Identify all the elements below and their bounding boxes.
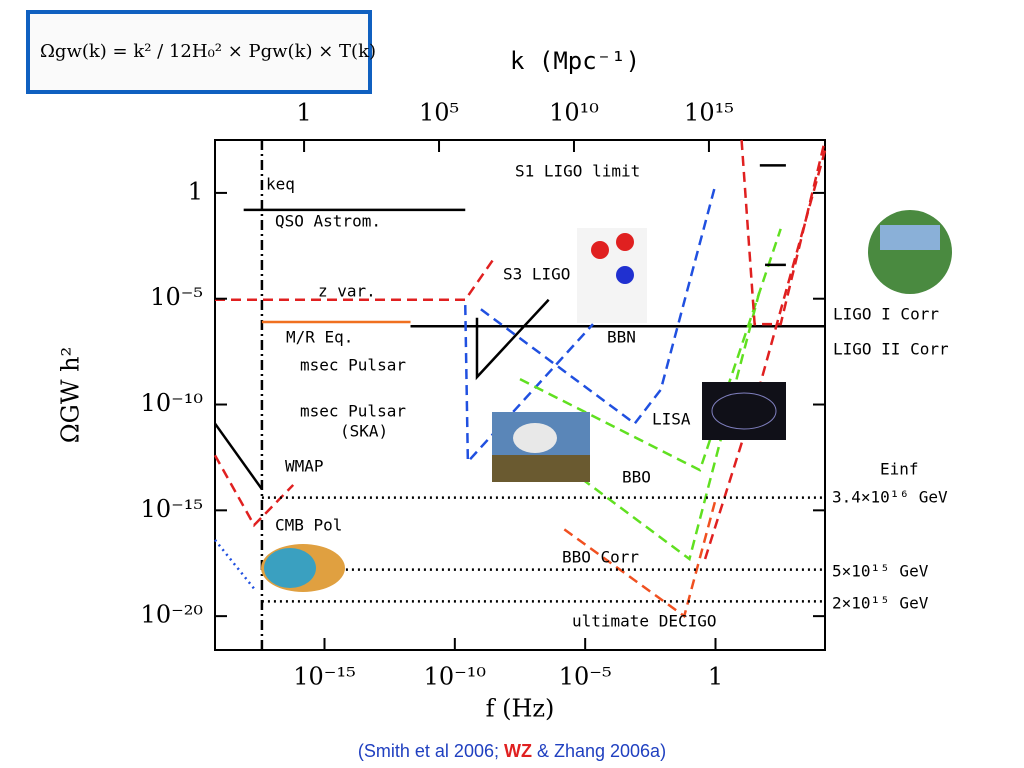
caption-part: & Zhang 2006a) — [532, 741, 666, 761]
annotation: M/R Eq. — [286, 328, 353, 347]
y-tick-label: 10⁻⁵ — [150, 283, 203, 311]
particle-picture — [577, 228, 647, 323]
x-axis-label: f (Hz) — [486, 695, 555, 723]
x2-tick-label: 10⁵ — [419, 99, 459, 127]
x2-tick-label: 1 — [296, 99, 311, 127]
wmap-map — [264, 548, 316, 588]
annotation: LIGO II Corr — [833, 340, 949, 359]
annotation: Einf — [880, 460, 919, 479]
annotation: 5×10¹⁵ GeV — [832, 562, 929, 581]
series-line — [703, 150, 827, 560]
annotation: z var. — [318, 282, 376, 301]
annotation: msec Pulsar — [300, 402, 406, 421]
series-line — [215, 257, 495, 302]
annotation: msec Pulsar — [300, 356, 406, 375]
lisa-orbit — [711, 392, 777, 430]
particle — [616, 266, 634, 284]
x2-tick-label: 10¹⁵ — [684, 99, 734, 127]
plot-frame — [214, 139, 826, 651]
telescope-dish — [513, 423, 557, 453]
caption: (Smith et al 2006; WZ & Zhang 2006a) — [358, 741, 666, 761]
annotation: WMAP — [285, 457, 324, 476]
caption-part: (Smith et al 2006; — [358, 741, 504, 761]
annotation: BBO — [622, 468, 651, 487]
series-line — [213, 422, 263, 490]
pictures — [261, 210, 952, 592]
series-line — [563, 499, 717, 619]
formula-box — [26, 10, 372, 94]
y-tick-label: 10⁻¹⁵ — [141, 495, 203, 523]
x2-tick-label: 10¹⁰ — [549, 99, 599, 127]
particle — [616, 233, 634, 251]
x-tick-label: 10⁻¹⁰ — [424, 663, 486, 691]
x-tick-label: 1 — [708, 663, 723, 691]
y-tick-label: 1 — [188, 177, 203, 205]
formula: Ωgw(k) = k² / 12H₀² × Pgw(k) × T(k) — [40, 41, 376, 62]
annotation: BBO Corr — [562, 548, 639, 567]
y-tick-label: 10⁻²⁰ — [141, 601, 203, 629]
series-line — [464, 305, 594, 465]
annotation: 2×10¹⁵ GeV — [832, 594, 929, 613]
annotation: CMB Pol — [275, 516, 342, 535]
y-axis-label: ΩGW h² — [57, 347, 85, 443]
x-tick-label: 10⁻¹⁵ — [293, 663, 355, 691]
caption-part: WZ — [504, 741, 532, 761]
annotation: LIGO I Corr — [833, 305, 939, 324]
annotation: 3.4×10¹⁶ GeV — [832, 488, 948, 507]
ligo-picture — [868, 210, 952, 294]
x-tick-label: 10⁻⁵ — [559, 663, 612, 691]
annotation: ultimate DECIGO — [572, 612, 717, 631]
y-tick-label: 10⁻¹⁰ — [141, 389, 203, 417]
lisa-picture — [702, 382, 786, 440]
telescope-ground — [492, 455, 590, 482]
series-line — [480, 184, 717, 426]
annotation: LISA — [652, 410, 691, 429]
annotation: BBN — [607, 328, 636, 347]
annotation: S1 LIGO limit — [515, 162, 640, 181]
ligo-sky — [880, 225, 940, 250]
annotation: QSO Astrom. — [275, 212, 381, 231]
x2-axis-label: k (Mpc⁻¹) — [510, 47, 640, 75]
annotation: keq — [266, 175, 295, 194]
annotation: (SKA) — [340, 422, 388, 441]
particle — [591, 241, 609, 259]
series-line — [475, 298, 550, 381]
series-line — [214, 539, 256, 590]
